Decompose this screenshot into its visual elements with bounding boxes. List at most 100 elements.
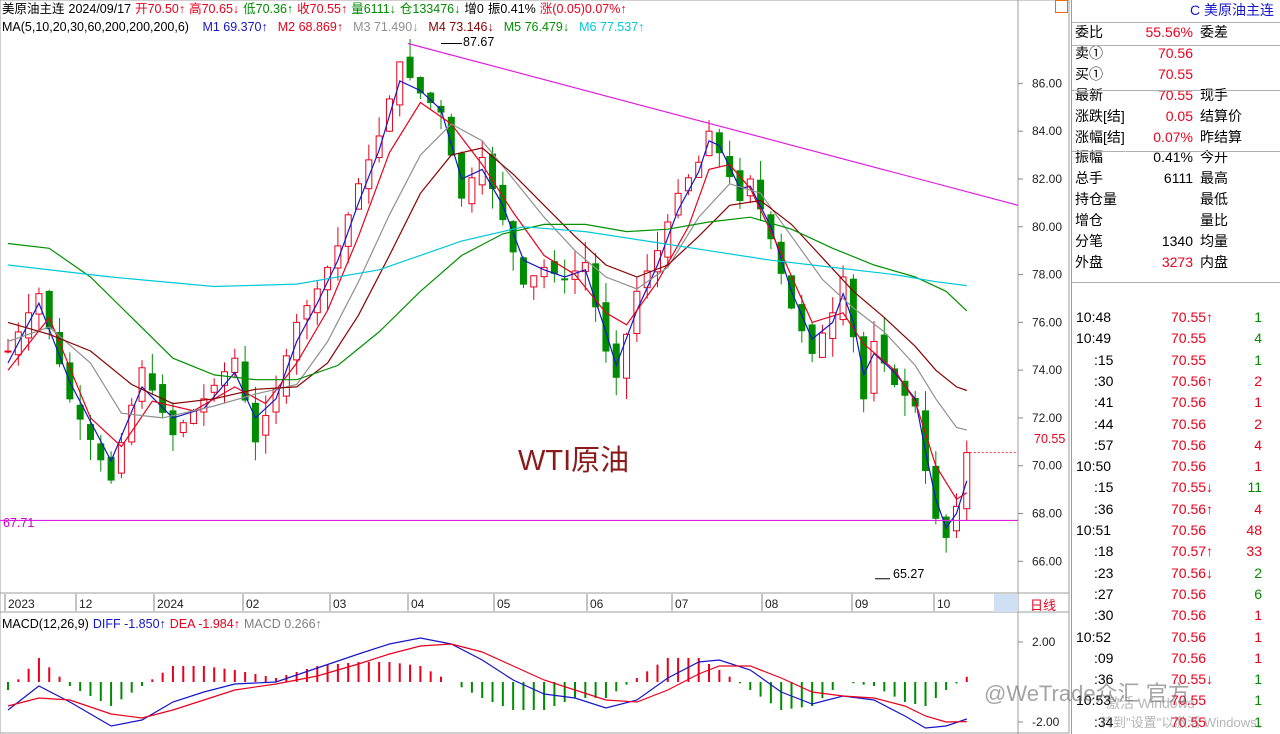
tick-time: :15 [1094, 479, 1114, 496]
tick-volume: 1 [1254, 351, 1262, 368]
candle-body [241, 361, 249, 401]
tick-row: 10:52 70.56 1 [1072, 627, 1280, 648]
kline-chart-area[interactable]: 86.00 84.00 82.00 80.00 78.00 76.00 74.00 72.00… [0, 0, 1070, 734]
candlestick-chart[interactable]: 86.00 84.00 82.00 80.00 78.00 76.00 74.00 72.00… [0, 0, 1070, 734]
candle-body [210, 384, 218, 393]
candle-body [798, 304, 806, 332]
header-position: 仓133476↓ [399, 2, 461, 16]
tick-time: :36 [1094, 500, 1114, 517]
candle-body [870, 340, 878, 394]
candle-body [406, 56, 414, 78]
sidebar-divider [1072, 282, 1280, 283]
ma-line-m6 [7, 226, 967, 288]
quote-label: 卖① [1075, 44, 1103, 61]
tick-volume: 1 [1254, 671, 1262, 688]
sidebar-divider [1072, 22, 1280, 23]
candle-body [695, 161, 703, 178]
macd-tick-label: -2.00 [1032, 715, 1060, 729]
tick-volume: 1 [1254, 458, 1262, 475]
quote-row: 卖① 70.56 [1072, 43, 1280, 64]
tick-price: 70.56 [1171, 649, 1207, 666]
candle-body [4, 350, 12, 353]
quote-row: 最新 70.55 现手 [1072, 85, 1280, 106]
tick-row: :15 70.55↓ 11 [1072, 477, 1280, 498]
candle-body [468, 177, 476, 205]
tick-price: 70.55 [1171, 692, 1207, 709]
quote-value: 6111 [1163, 170, 1193, 187]
x-tick-label: 2023 [8, 597, 35, 611]
candle-body [25, 312, 33, 339]
window-restore-icon[interactable] [1055, 0, 1068, 13]
quote-row: 涨跌[结] 0.05 结算价 [1072, 106, 1280, 127]
candle-body [396, 61, 404, 106]
candle-body [313, 288, 321, 314]
y-tick-label: 70.00 [1032, 459, 1062, 473]
tick-time: :30 [1094, 372, 1114, 389]
tick-time: 10:53 [1076, 692, 1112, 709]
activate-windows-title: 激活 Windows [1106, 695, 1195, 711]
tick-time: 10:51 [1076, 522, 1112, 538]
tick-price: 70.57↑ [1171, 543, 1214, 560]
header-low: 低70.36↑ [243, 2, 294, 16]
tick-row: 10:53 70.55 1 [1072, 690, 1280, 711]
header-increase: 增0 [464, 2, 484, 16]
candle-body [653, 250, 661, 273]
tick-price: 70.56 [1171, 607, 1207, 624]
quote-row: 涨幅[结] 0.07% 昨结算 [1072, 127, 1280, 148]
period-tab[interactable]: 日线 [1030, 598, 1057, 613]
header-open: 开70.50↑ [135, 2, 186, 16]
ma-legend-title: MA(5,10,20,30,60,200,200,200,6) [2, 20, 189, 34]
y-tick-label: 74.00 [1032, 363, 1062, 377]
tick-price: 70.56 [1171, 415, 1207, 432]
tick-time: :34 [1094, 713, 1114, 730]
x-tick-label: 06 [590, 597, 604, 611]
macd-bars-group [7, 658, 968, 710]
tick-volume: 4 [1254, 436, 1262, 453]
candle-body [231, 357, 239, 373]
ma-legend-item-m4: M4 73.146↓ [428, 20, 494, 34]
sidebar-name[interactable]: 美原油主连 [1200, 0, 1274, 21]
tick-time: :36 [1094, 671, 1114, 688]
candle-body [169, 410, 177, 436]
quote-label: 分笔 [1075, 233, 1103, 249]
candle-body [602, 302, 610, 352]
tick-time: :23 [1094, 564, 1114, 581]
tick-price: 70.55 [1171, 351, 1207, 368]
candle-body [365, 159, 373, 190]
header-volume: 量6111↓ [351, 2, 396, 16]
tick-price: 70.55↓ [1171, 479, 1214, 496]
sidebar-divider [1072, 45, 1280, 46]
quote-label: 涨幅[结] [1075, 128, 1125, 145]
tick-time: :41 [1094, 394, 1114, 411]
candle-body [592, 263, 600, 308]
candle-body [736, 170, 744, 201]
quote-label-right: 结算价 [1200, 107, 1242, 124]
tick-row: :57 70.56 4 [1072, 435, 1280, 456]
candle-body [684, 177, 692, 192]
tick-volume: 33 [1246, 543, 1262, 560]
quote-label-right: 量比 [1200, 212, 1228, 229]
tick-row: :41 70.56 1 [1072, 392, 1280, 413]
quote-label-right: 最高 [1200, 170, 1228, 187]
tick-row: :09 70.56 1 [1072, 648, 1280, 669]
quote-label: 涨跌[结] [1075, 107, 1125, 124]
quote-row: 振幅 0.41% 今开 [1072, 147, 1280, 168]
quote-value: 0.05 [1165, 107, 1193, 124]
tick-price: 70.56↑ [1171, 500, 1214, 517]
tick-price: 70.56 [1171, 522, 1207, 538]
quote-header: 美原油主连 2024/09/17 开70.50↑ 高70.65↓ 低70.36↑ 收70.… [2, 1, 631, 17]
tick-price: 70.55 [1171, 330, 1207, 347]
candle-body [262, 415, 270, 436]
quote-label: 委比 [1075, 24, 1103, 40]
quote-label: 外盘 [1075, 253, 1103, 270]
quote-label-right: 现手 [1200, 86, 1228, 103]
quote-row: 增仓 量比 [1072, 210, 1280, 231]
ma-line-m4 [7, 147, 967, 405]
tick-price: 70.56 [1171, 436, 1207, 453]
tick-row: :36 70.56↑ 4 [1072, 499, 1280, 520]
candle-body [561, 278, 569, 281]
tick-row: :44 70.56 2 [1072, 414, 1280, 435]
tick-price: 70.55 [1171, 713, 1207, 730]
header-close: 收70.55↑ [297, 2, 348, 16]
